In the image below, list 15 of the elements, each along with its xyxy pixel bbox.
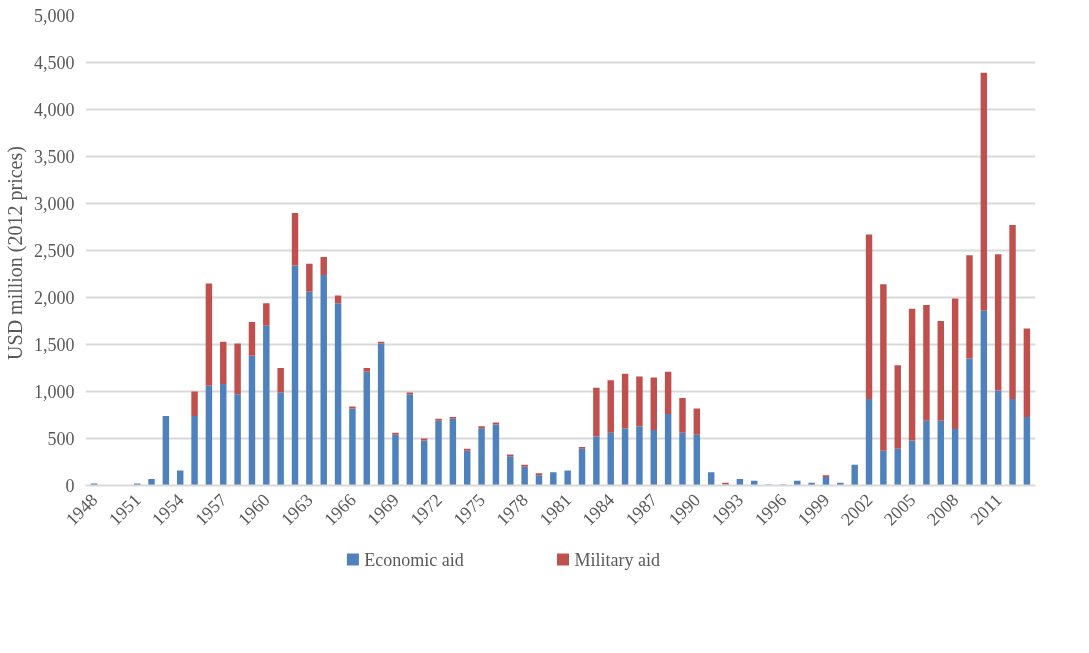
y-tick-label: 3,500 (34, 147, 75, 167)
legend-label: Military aid (574, 549, 660, 570)
y-tick-label: 3,000 (34, 194, 75, 214)
y-tick-label: 5,000 (34, 6, 75, 26)
x-tick-label: 1981 (535, 489, 576, 530)
y-tick-label: 4,000 (34, 100, 75, 120)
y-tick-label: 1,500 (34, 335, 75, 355)
y-tick-label: 500 (47, 429, 75, 449)
y-tick-label: 0 (65, 476, 75, 496)
y-axis-title: USD million (2012 prices) (4, 146, 27, 360)
y-tick-label: 4,500 (34, 53, 75, 73)
legend-label: Economic aid (364, 549, 464, 570)
y-tick-label: 1,000 (34, 382, 75, 402)
y-tick-label: 2,500 (34, 241, 75, 261)
y-tick-label: 2,000 (34, 288, 75, 308)
